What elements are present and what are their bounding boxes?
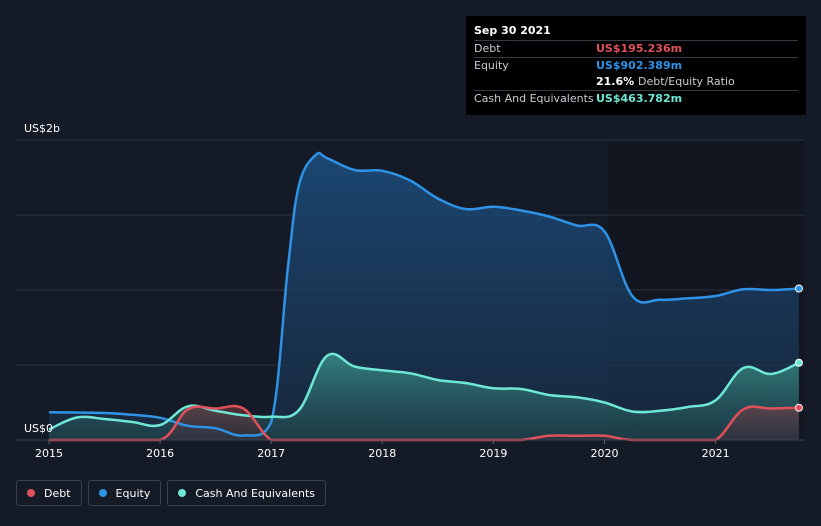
x-tick-label: 2020 — [591, 447, 619, 460]
y-axis-top-label: US$2b — [24, 122, 60, 135]
x-tick-label: 2017 — [257, 447, 285, 460]
legend-label: Cash And Equivalents — [195, 486, 315, 500]
equity-endpoint — [794, 284, 803, 293]
legend-label: Debt — [44, 486, 71, 500]
ratio-value: 21.6% — [596, 75, 635, 88]
x-tick-label: 2021 — [702, 447, 730, 460]
debt-endpoint — [794, 403, 803, 412]
series-endpoints — [794, 284, 803, 412]
tooltip-key — [474, 74, 596, 90]
legend-dot-icon — [178, 489, 187, 497]
legend-item-cash[interactable]: Cash And Equivalents — [167, 480, 326, 506]
x-tick-label: 2016 — [146, 447, 174, 460]
legend-dot-icon — [27, 489, 35, 497]
cash-endpoint — [794, 358, 803, 367]
data-tooltip: Sep 30 2021 Debt US$195.236m Equity US$9… — [466, 16, 806, 115]
legend-label: Equity — [115, 486, 151, 500]
tooltip-value-equity: US$902.389m — [596, 59, 683, 72]
tooltip-key: Cash And Equivalents — [474, 92, 594, 105]
x-tick-label: 2018 — [368, 447, 396, 460]
tooltip-date: Sep 30 2021 — [474, 24, 551, 37]
equity-line — [48, 151, 799, 437]
tooltip-value-ratio: 21.6% Debt/Equity Ratio — [596, 74, 735, 90]
legend-item-equity[interactable]: Equity — [87, 480, 162, 506]
tooltip-value-cash: US$463.782m — [596, 92, 683, 105]
equity-area — [49, 152, 799, 440]
tooltip-row-cash: Cash And Equivalents US$463.782m — [474, 90, 798, 107]
tooltip-row-equity: Equity US$902.389m — [474, 57, 798, 74]
tooltip-key: Equity — [474, 59, 509, 72]
tooltip-key: Debt — [474, 42, 501, 55]
chart-legend: Debt Equity Cash And Equivalents — [16, 480, 326, 506]
tooltip-row-debt: Debt US$195.236m — [474, 40, 798, 57]
tooltip-row-ratio: 21.6% Debt/Equity Ratio — [474, 74, 798, 90]
tooltip-value-debt: US$195.236m — [596, 42, 683, 55]
legend-item-debt[interactable]: Debt — [16, 480, 82, 506]
x-axis: 2015 2016 2017 2018 2019 2020 2021 — [16, 439, 805, 460]
y-axis-zero-label: US$0 — [24, 422, 53, 435]
ratio-suffix: Debt/Equity Ratio — [638, 75, 735, 88]
legend-dot-icon — [98, 489, 107, 497]
cash-line — [48, 352, 800, 431]
x-tick-label: 2015 — [35, 447, 63, 460]
x-tick-label: 2019 — [479, 447, 507, 460]
